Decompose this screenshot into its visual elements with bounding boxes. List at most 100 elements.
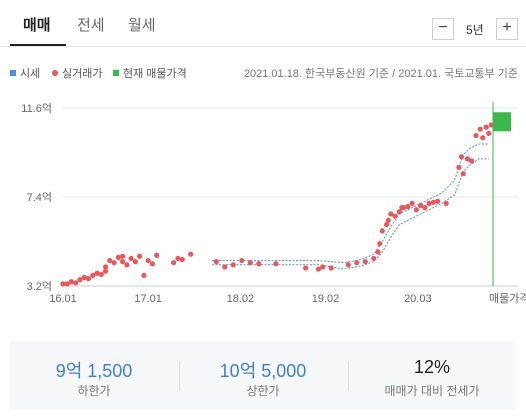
transaction-point — [90, 272, 96, 279]
legend-listing-price: 현재 매물가격 — [113, 65, 187, 81]
stat-jeonse-ratio: 12% 매매가 대비 전세가 — [348, 341, 516, 409]
transaction-point — [320, 264, 326, 270]
transaction-point — [413, 207, 419, 213]
transaction-point — [68, 279, 75, 285]
period-decrease-button[interactable]: − — [432, 18, 454, 40]
x-tick-label: 18.02 — [227, 293, 255, 305]
transaction-point — [77, 277, 83, 283]
active-tab-indicator — [10, 44, 66, 46]
x-tick-label: 19.02 — [312, 293, 340, 305]
transaction-point — [458, 154, 465, 160]
transaction-point — [149, 261, 156, 267]
transaction-point — [473, 132, 479, 139]
transaction-point — [273, 261, 279, 267]
transaction-point — [345, 262, 351, 268]
transaction-point — [213, 259, 219, 265]
transaction-point — [396, 209, 402, 215]
transaction-point — [483, 124, 489, 130]
stat-lower-label: 하한가 — [77, 384, 111, 398]
transaction-point — [73, 280, 79, 286]
transaction-point — [379, 228, 385, 234]
transaction-point — [383, 221, 390, 228]
transaction-point — [102, 264, 109, 270]
legend-market-price: 시세 — [10, 65, 40, 81]
transaction-point — [137, 253, 143, 259]
transaction-point — [171, 260, 177, 266]
transaction-point — [469, 158, 475, 164]
tab-sale[interactable]: 매매 — [23, 17, 51, 34]
transaction-point — [371, 255, 377, 262]
x-tick-label: 17.01 — [134, 293, 162, 305]
transaction-point — [354, 260, 360, 266]
transaction-point — [464, 156, 471, 162]
market-band-lower-line — [212, 158, 489, 270]
transaction-point — [115, 254, 121, 260]
transaction-point — [477, 126, 483, 132]
transaction-point — [60, 281, 66, 287]
transaction-point — [64, 281, 70, 287]
transaction-point — [392, 213, 398, 219]
period-increase-button[interactable]: + — [496, 18, 518, 40]
transaction-point — [85, 275, 92, 282]
transaction-point — [443, 200, 449, 206]
transaction-point — [400, 204, 407, 211]
listing-price-range — [493, 112, 511, 132]
transaction-point — [102, 268, 109, 274]
transaction-point — [120, 259, 126, 265]
legend-listing-swatch — [113, 70, 119, 76]
y-tick-label: 3.2억 — [27, 280, 52, 293]
stat-ratio-value: 12% — [413, 357, 451, 377]
data-source-note: 2021.01.18. 한국부동산원 기준 / 2021.01. 국토교통부 기… — [243, 68, 518, 80]
transaction-point — [175, 255, 181, 262]
tab-monthly-rent[interactable]: 월세 — [128, 17, 156, 34]
transaction-point — [377, 241, 383, 247]
stat-ratio-label: 매매가 대비 전세가 — [384, 384, 480, 398]
transaction-point — [230, 262, 236, 268]
transaction-point — [388, 211, 394, 217]
transaction-point — [418, 202, 424, 209]
stat-upper-value: 10억 5,000 — [219, 361, 307, 381]
transaction-point — [154, 252, 160, 258]
transaction-point — [107, 257, 113, 264]
transaction-point — [315, 266, 322, 272]
transaction-point — [256, 261, 262, 267]
transaction-point — [409, 200, 415, 206]
stat-upper-label: 상한가 — [246, 384, 280, 398]
stat-lower-price: 9억 1,500 하한가 — [10, 341, 178, 409]
price-summary: 9억 1,500 하한가 10억 5,000 상한가 12% 매매가 대비 전세… — [10, 341, 516, 409]
transaction-point — [120, 253, 126, 259]
transaction-point — [435, 198, 441, 204]
transaction-point — [239, 257, 245, 264]
transaction-point — [132, 259, 138, 265]
transaction-point — [405, 203, 411, 210]
listing-axis-label: 매물가격 — [489, 292, 526, 305]
stat-divider — [348, 361, 349, 391]
legend-market-swatch — [10, 70, 16, 76]
transaction-point — [486, 130, 492, 137]
transaction-point — [141, 272, 147, 279]
tab-jeonse[interactable]: 전세 — [77, 17, 105, 34]
y-tick-label: 7.4억 — [27, 191, 52, 204]
legend-listing-label: 현재 매물가격 — [123, 68, 187, 80]
x-tick-label: 20.03 — [404, 293, 432, 305]
transaction-point — [426, 200, 432, 206]
market-band-upper-line — [212, 143, 489, 264]
stat-upper-price: 10억 5,000 상한가 — [179, 341, 347, 409]
transaction-point — [145, 257, 151, 264]
transaction-point — [303, 265, 309, 271]
legend-transaction-label: 실거래가 — [62, 68, 103, 80]
transaction-point — [456, 164, 462, 170]
transaction-point — [81, 274, 87, 281]
stat-divider — [179, 361, 180, 391]
transaction-point — [430, 199, 436, 205]
x-tick-label: 16.01 — [49, 293, 77, 305]
transaction-point — [111, 260, 117, 266]
transaction-point — [362, 259, 368, 265]
transaction-point — [460, 171, 466, 177]
legend-market-label: 시세 — [20, 68, 41, 80]
transaction-point — [188, 251, 194, 257]
transaction-point — [385, 217, 391, 223]
transaction-point — [480, 135, 486, 141]
tabs-divider — [0, 46, 526, 47]
transaction-point — [179, 256, 185, 263]
